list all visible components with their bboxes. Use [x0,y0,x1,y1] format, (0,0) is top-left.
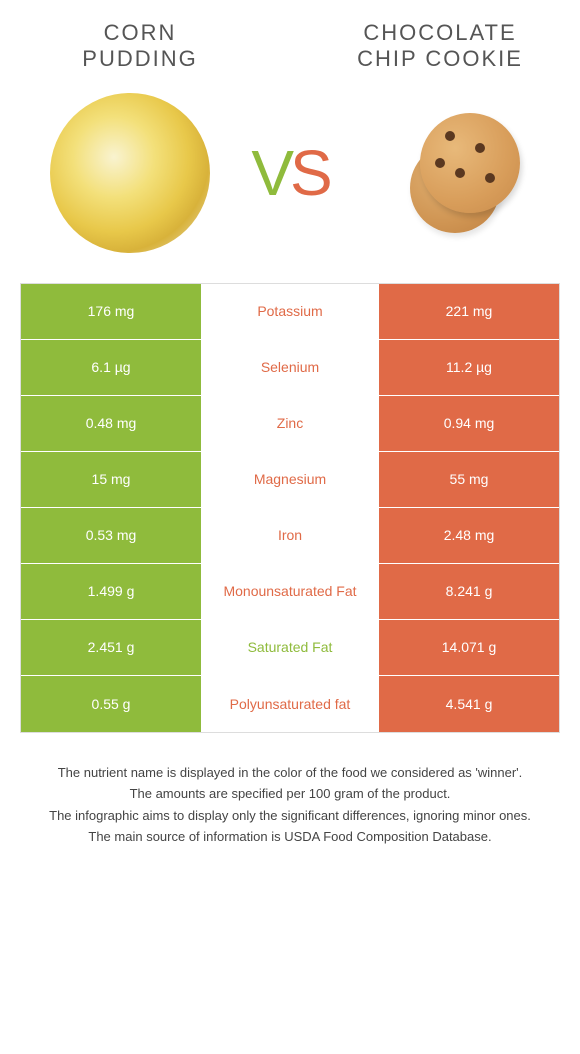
nutrient-name: Zinc [201,396,379,451]
vs-v: V [251,136,290,210]
table-row: 6.1 µgSelenium11.2 µg [21,340,559,396]
table-row: 176 mgPotassium221 mg [21,284,559,340]
cookie-image [370,93,530,253]
nutrient-right-value: 0.94 mg [379,396,559,451]
table-row: 0.55 gPolyunsaturated fat4.541 g [21,676,559,732]
nutrient-right-value: 221 mg [379,284,559,339]
nutrient-name: Potassium [201,284,379,339]
nutrient-name: Saturated Fat [201,620,379,675]
nutrient-left-value: 1.499 g [21,564,201,619]
footer-line1: The nutrient name is displayed in the co… [20,763,560,783]
titles-row: CORN PUDDING CHOCOLATE CHIP COOKIE [0,0,580,83]
nutrient-name: Selenium [201,340,379,395]
nutrient-right-value: 8.241 g [379,564,559,619]
vs-s: S [290,136,329,210]
table-row: 0.53 mgIron2.48 mg [21,508,559,564]
footer-line3: The infographic aims to display only the… [20,806,560,826]
nutrient-left-value: 176 mg [21,284,201,339]
title-right: CHOCOLATE CHIP COOKIE [340,20,540,73]
footer-notes: The nutrient name is displayed in the co… [20,763,560,847]
nutrient-name: Magnesium [201,452,379,507]
nutrient-name: Iron [201,508,379,563]
footer-line4: The main source of information is USDA F… [20,827,560,847]
nutrient-right-value: 11.2 µg [379,340,559,395]
nutrient-right-value: 2.48 mg [379,508,559,563]
nutrient-left-value: 0.48 mg [21,396,201,451]
nutrient-left-value: 0.53 mg [21,508,201,563]
title-left: CORN PUDDING [40,20,240,73]
table-row: 1.499 gMonounsaturated Fat8.241 g [21,564,559,620]
corn-pudding-image [50,93,210,253]
nutrient-left-value: 2.451 g [21,620,201,675]
nutrient-left-value: 0.55 g [21,676,201,732]
nutrient-right-value: 4.541 g [379,676,559,732]
nutrient-name: Monounsaturated Fat [201,564,379,619]
nutrient-left-value: 15 mg [21,452,201,507]
footer-line2: The amounts are specified per 100 gram o… [20,784,560,804]
table-row: 15 mgMagnesium55 mg [21,452,559,508]
title-right-line2: CHIP COOKIE [357,46,523,71]
title-left-line2: PUDDING [82,46,197,71]
nutrient-right-value: 55 mg [379,452,559,507]
nutrient-table: 176 mgPotassium221 mg6.1 µgSelenium11.2 … [20,283,560,733]
nutrient-left-value: 6.1 µg [21,340,201,395]
vs-label: VS [251,136,328,210]
nutrient-right-value: 14.071 g [379,620,559,675]
images-row: VS [0,83,580,283]
table-row: 2.451 gSaturated Fat14.071 g [21,620,559,676]
nutrient-name: Polyunsaturated fat [201,676,379,732]
title-right-line1: CHOCOLATE [363,20,516,45]
title-left-line1: CORN [104,20,177,45]
table-row: 0.48 mgZinc0.94 mg [21,396,559,452]
